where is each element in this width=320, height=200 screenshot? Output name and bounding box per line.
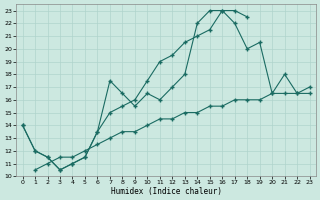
- X-axis label: Humidex (Indice chaleur): Humidex (Indice chaleur): [111, 187, 221, 196]
